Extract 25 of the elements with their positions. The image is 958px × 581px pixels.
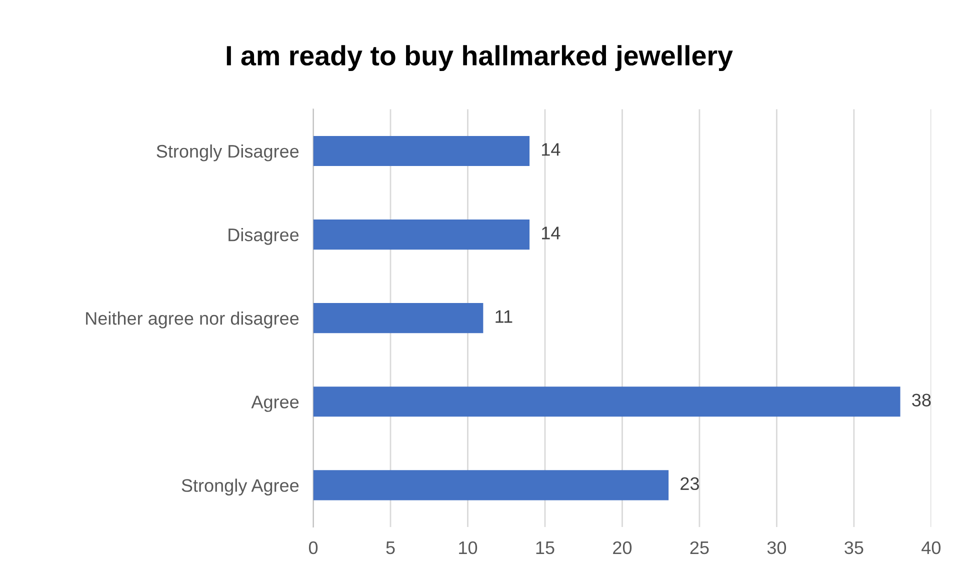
bar: [313, 470, 669, 500]
x-tick-label: 15: [536, 542, 554, 554]
data-label: 38: [912, 394, 931, 406]
bar: [313, 220, 530, 250]
x-tick-label: 20: [613, 541, 632, 554]
bar: [313, 303, 484, 334]
x-tick-label: 30: [767, 541, 786, 554]
x-tick-label: 40: [922, 541, 941, 554]
y-tick-label: Neither agree nor disagree: [86, 312, 299, 328]
y-tick-label: Strongly Agree: [182, 478, 299, 496]
data-label: 11: [496, 310, 512, 323]
chart-title: I am ready to buy hallmarked jewellery: [226, 45, 733, 72]
bar: [313, 386, 900, 417]
bar: [313, 136, 530, 166]
y-tick-label: Agree: [251, 396, 299, 412]
y-tick-label: Strongly Disagree: [156, 144, 299, 162]
x-tick-label: 0: [308, 541, 318, 554]
data-label: 14: [542, 143, 560, 156]
y-tick-label: Disagree: [228, 228, 299, 245]
data-label: 23: [680, 477, 699, 490]
x-tick-label: 5: [386, 542, 395, 554]
x-tick-label: 10: [459, 541, 478, 554]
x-tick-label: 35: [844, 541, 864, 554]
x-tick-label: 25: [690, 541, 709, 554]
data-label: 14: [542, 226, 560, 240]
